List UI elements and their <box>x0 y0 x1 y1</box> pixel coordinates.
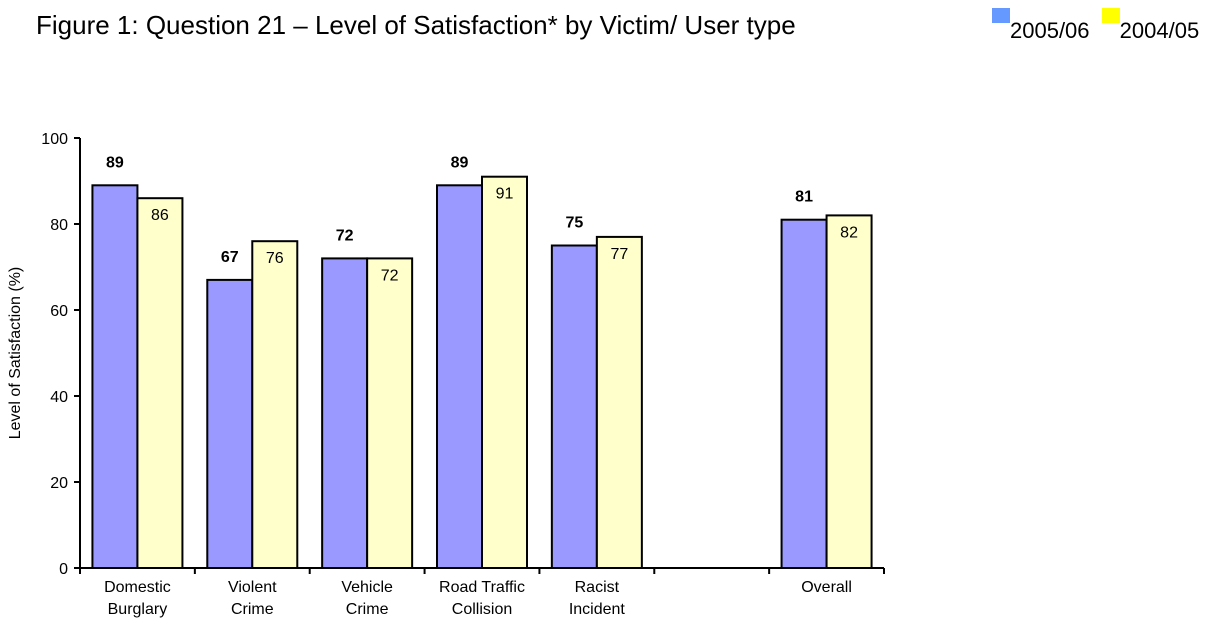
data-label-2005-06-4: 75 <box>565 215 583 232</box>
x-tick-label-6: Overall <box>801 579 852 596</box>
bar-2005-06-3 <box>436 184 483 570</box>
data-label-2004-05-3: 91 <box>496 186 514 203</box>
x-tick-label-line: Incident <box>569 601 626 618</box>
y-tick-label-60: 60 <box>50 303 68 320</box>
x-tick-label-line: Crime <box>346 601 389 618</box>
data-label-2004-05-2: 72 <box>381 267 399 284</box>
legend: 2005/06 2004/05 <box>992 8 1205 44</box>
legend-swatch-2005-06 <box>992 8 1010 23</box>
bar-2005-06-1 <box>206 278 254 569</box>
legend-label-2004-05: 2004/05 <box>1119 18 1200 43</box>
y-tick-label-100: 100 <box>41 131 68 148</box>
bar-2005-06-4 <box>550 244 598 569</box>
x-tick-label-line: Domestic <box>104 579 171 596</box>
y-tick-label-20: 20 <box>50 475 68 492</box>
data-label-2005-06-0: 89 <box>106 154 124 171</box>
x-tick-label-line: Racist <box>575 579 620 596</box>
legend-item-2005-06: 2005/06 <box>992 8 1090 43</box>
x-tick-label-line: Vehicle <box>341 579 393 596</box>
bar-2004-05-3 <box>481 175 528 569</box>
data-label-2005-06-6: 81 <box>795 189 813 206</box>
x-tick-label-line: Burglary <box>108 601 168 618</box>
bar-2004-05-6 <box>825 214 873 569</box>
data-label-2004-05-1: 76 <box>266 250 284 267</box>
x-tick-label-line: Road Traffic <box>439 579 525 596</box>
x-tick-label-4: Racist Incident <box>569 579 626 618</box>
y-tick-label-80: 80 <box>50 217 68 234</box>
data-label-2005-06-3: 89 <box>451 154 469 171</box>
bar-2005-06-0 <box>91 184 139 570</box>
x-tick-label-line: Violent <box>228 579 277 596</box>
legend-label-2005-06: 2005/06 <box>1010 18 1090 43</box>
bar-2005-06-6 <box>780 218 828 569</box>
legend-swatch-2004-05 <box>1101 8 1120 23</box>
x-tick-label-line: Collision <box>452 601 512 618</box>
x-tick-label-2: Vehicle Crime <box>341 579 393 618</box>
legend-item-2004-05: 2004/05 <box>1101 8 1199 43</box>
y-tick-label-0: 0 <box>59 561 68 578</box>
chart-title: Figure 1: Question 21 – Level of Satisfa… <box>36 10 796 40</box>
bar-2004-05-1 <box>251 240 299 569</box>
data-label-2004-05-6: 82 <box>840 224 858 241</box>
x-tick-label-3: Road Traffic Collision <box>439 579 525 618</box>
bar-2005-06-2 <box>321 257 369 569</box>
data-label-2004-05-4: 77 <box>610 246 628 263</box>
x-tick-label-1: Violent Crime <box>228 579 277 618</box>
y-tick-label-40: 40 <box>50 389 68 406</box>
x-tick-label-line: Overall <box>801 579 852 596</box>
x-tick-label-line: Crime <box>231 601 274 618</box>
bar-2004-05-2 <box>366 257 414 569</box>
bar-2004-05-4 <box>595 235 643 569</box>
y-axis-label: Level of Satisfaction (%) <box>7 267 24 440</box>
data-label-2004-05-0: 86 <box>151 207 169 224</box>
data-label-2005-06-1: 67 <box>221 249 239 266</box>
data-label-2005-06-2: 72 <box>336 227 354 244</box>
x-tick-label-0: Domestic Burglary <box>104 579 171 618</box>
bar-2004-05-0 <box>136 197 184 569</box>
